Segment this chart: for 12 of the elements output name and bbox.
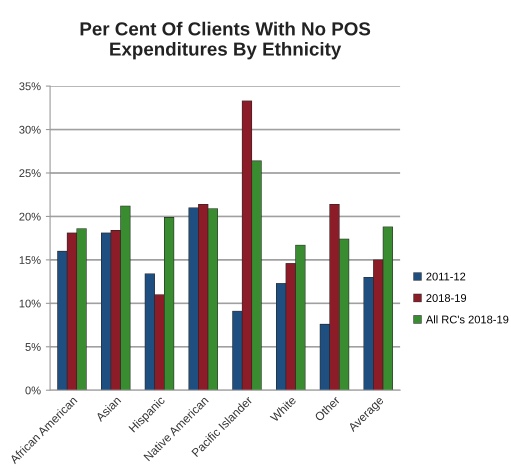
y-tick-label: 35% (19, 82, 41, 90)
y-tick-label: 15% (20, 256, 41, 264)
chart-title: Per Cent Of Clients With No POS Expenditures By Ethnicity (80, 22, 370, 60)
legend-label: All RC's 2018-19 (426, 315, 508, 324)
y-tick-label: 25% (19, 169, 41, 178)
y-tick-label: 5% (25, 343, 41, 351)
y-tick-label: 0% (25, 386, 41, 394)
y-tick-label: 20% (19, 212, 41, 221)
legend-label: 2011-12 (426, 272, 466, 280)
y-tick-label: 30% (19, 126, 41, 134)
legend-label: 2018-19 (426, 294, 466, 302)
y-tick-label: 10% (20, 300, 41, 308)
